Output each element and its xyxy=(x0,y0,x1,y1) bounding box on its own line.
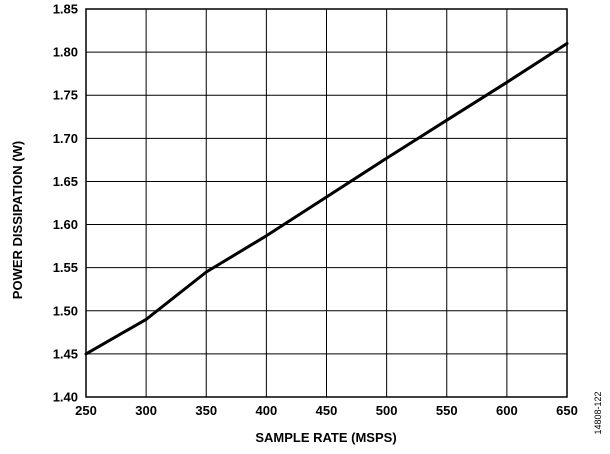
y-tick-label: 1.65 xyxy=(53,174,78,189)
y-tick-label: 1.60 xyxy=(53,217,78,232)
x-tick-label: 250 xyxy=(75,403,97,418)
grid xyxy=(86,9,567,397)
x-tick-label: 400 xyxy=(256,403,278,418)
y-tick-label: 1.50 xyxy=(53,303,78,318)
y-tick-label: 1.85 xyxy=(53,2,78,17)
x-tick-label: 450 xyxy=(316,403,338,418)
y-tick-label: 1.75 xyxy=(53,88,78,103)
x-axis-title: SAMPLE RATE (MSPS) xyxy=(255,430,396,445)
x-tick-label: 300 xyxy=(135,403,157,418)
x-tick-label: 550 xyxy=(436,403,458,418)
x-tick-label: 600 xyxy=(496,403,518,418)
y-tick-labels: 1.40 1.45 1.50 1.55 1.60 1.65 1.70 1.75 1.80 1.85 xyxy=(53,2,78,405)
plot-frame xyxy=(85,8,568,398)
y-tick-label: 1.40 xyxy=(53,390,78,405)
series-group xyxy=(84,42,569,356)
y-tick-label: 1.70 xyxy=(53,131,78,146)
y-axis-title: POWER DISSIPATION (W) xyxy=(10,141,25,299)
x-tick-label: 650 xyxy=(556,403,578,418)
y-tick-label: 1.80 xyxy=(53,45,78,60)
y-tick-label: 1.45 xyxy=(53,346,78,361)
figure-id: 14808-122 xyxy=(593,391,603,434)
x-tick-label: 500 xyxy=(376,403,398,418)
series-line xyxy=(84,42,569,356)
y-tick-label: 1.55 xyxy=(53,260,78,275)
x-tick-label: 350 xyxy=(195,403,217,418)
x-tick-labels: 250 300 350 400 450 500 550 600 650 xyxy=(75,403,578,418)
